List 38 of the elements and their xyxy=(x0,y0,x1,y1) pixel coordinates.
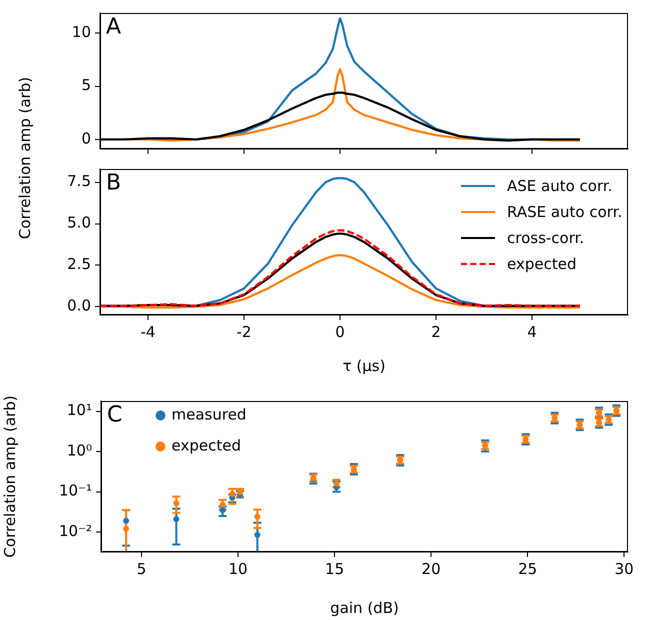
y-axis-title: Correlation amp (arb) xyxy=(16,76,34,239)
x-tick-label: 30 xyxy=(614,560,634,578)
x-tick-label: 20 xyxy=(422,560,441,578)
x-tick-label: 15 xyxy=(325,560,344,578)
legend-label: RASE auto corr. xyxy=(507,203,622,221)
y-tick-label: 10⁰ xyxy=(66,441,92,460)
point xyxy=(254,514,260,520)
x-tick-label: 5 xyxy=(136,560,146,578)
x-axis-title: τ (μs) xyxy=(342,356,386,375)
x-tick-label: 2 xyxy=(431,322,441,341)
x-tick-label: 4 xyxy=(527,322,537,341)
point xyxy=(173,500,180,506)
x-tick-label: 0 xyxy=(335,322,345,341)
y-tick-label: 0 xyxy=(81,129,91,148)
point xyxy=(229,490,236,497)
y-tick-label: 7.5 xyxy=(67,172,91,190)
annotation: B xyxy=(106,170,122,196)
y-tick-label: 5.0 xyxy=(67,214,91,232)
x-tick-label: -2 xyxy=(236,322,252,341)
y-tick-label: 10¹ xyxy=(66,401,92,420)
y-axis-title: Correlation amp (arb) xyxy=(0,395,19,558)
x-tick-label: -4 xyxy=(140,322,156,341)
annotation: A xyxy=(106,14,122,40)
y-tick-label: 10⁻² xyxy=(58,522,92,540)
annotation: C xyxy=(107,402,122,428)
y-tick-label: 0.0 xyxy=(67,296,91,315)
legend-label: expected xyxy=(172,436,241,454)
x-axis-title: gain (dB) xyxy=(330,598,399,617)
y-tick-label: 2.5 xyxy=(67,255,91,274)
y-tick-label: 5 xyxy=(81,76,91,94)
x-tick-label: 25 xyxy=(518,560,538,578)
y-tick-label: 10⁻¹ xyxy=(58,482,92,500)
y-tick-label: 10 xyxy=(72,23,91,42)
legend-label: cross-corr. xyxy=(507,229,584,247)
legend-label: expected xyxy=(507,255,576,273)
legend-label: measured xyxy=(172,405,246,424)
x-tick-label: 10 xyxy=(228,560,248,578)
legend-label: ASE auto corr. xyxy=(507,177,612,195)
